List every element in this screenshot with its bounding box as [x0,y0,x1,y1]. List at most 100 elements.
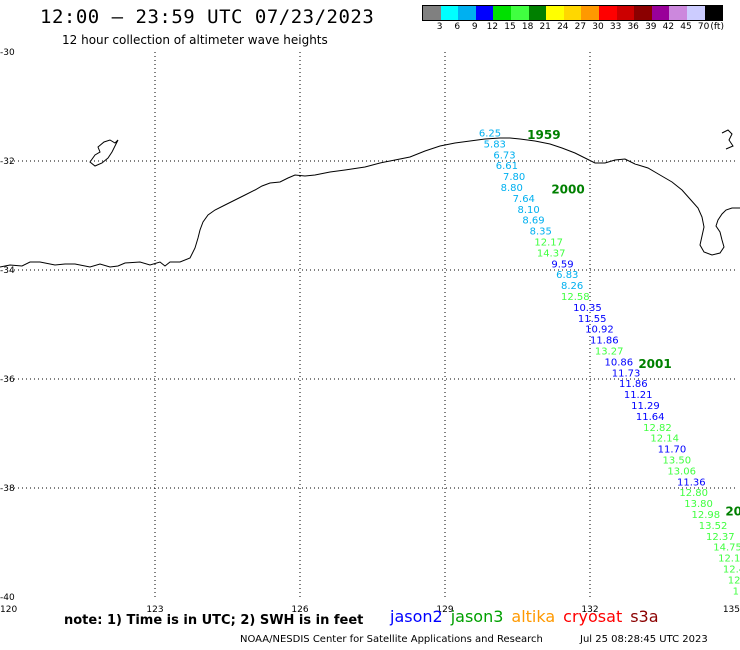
footer-note: note: 1) Time is in UTC; 2) SWH is in fe… [64,613,364,628]
swh-value-label: 8.80 [501,183,523,194]
swh-value-label: 12 [728,575,740,586]
satellite-legend-item: jason2 [390,607,443,626]
swh-value-label: 11.29 [631,401,660,412]
color-scale-label: 42 [662,22,675,32]
color-scale-label: 9 [471,22,478,32]
swh-value-label: 13.52 [699,521,728,532]
lat-lon-grid: 120 123 126 129 132 135-30-32-34-36-38-40 [0,48,740,615]
color-scale-label: 27 [574,22,587,32]
satellite-legend-item: jason3 [450,607,504,626]
map-title: 12:00 – 23:59 UTC 07/23/2023 [40,6,375,28]
lat-tick-label: -38 [0,484,15,494]
swh-value-label: 13.06 [667,466,696,477]
swh-value-label: 12.37 [706,532,735,543]
color-scale-label: 33 [609,22,622,32]
color-scale-label: 18 [521,22,534,32]
color-scale-label: 45 [680,22,692,32]
color-scale-labels: 3 6 9 12 15 18 21 24 27 30 33 36 39 42 45 70 (ft) [422,22,740,34]
swh-value-label: 6.73 [493,150,515,161]
lat-tick-label: -32 [0,157,15,167]
swh-value-label: 14.37 [537,248,566,259]
lon-tick-label: 126 [291,605,308,615]
color-swatch [563,6,582,20]
color-swatch [493,6,511,20]
swh-value-label: 13.50 [663,455,692,466]
swh-value-label: 11.36 [677,477,706,488]
swh-label-group: 6.255.836.736.617.808.807.648.108.698.35… [479,128,740,597]
generated-timestamp: Jul 25 08:28:45 UTC 2023 [580,634,708,645]
satellite-legend-item: s3a [630,607,659,626]
color-scale-label: 70 [697,22,710,32]
swh-value-label: 12.14 [650,434,679,445]
color-swatch [581,6,599,20]
pass-time-label: 2001 [638,357,671,371]
swh-value-label: 12.58 [561,292,590,303]
color-scale-label: 21 [539,22,551,32]
swh-value-label: 1 [733,586,739,597]
swh-value-label: 12.82 [643,423,672,434]
swh-value-label: 5.83 [484,139,506,150]
color-swatch [423,6,441,20]
color-swatch [475,6,494,20]
swh-value-label: 14.75 [713,543,740,554]
coastline [0,137,740,268]
swh-value-label: 10.92 [585,325,614,336]
pass-time-label: 20 [725,504,740,518]
color-scale-label: (ft) [710,22,724,32]
color-scale-label: 6 [454,22,461,32]
swh-value-label: 8.69 [522,216,544,227]
color-swatch [546,6,564,20]
color-swatch [634,6,652,20]
swh-value-label: 8.10 [518,205,540,216]
color-scale-bar [422,5,724,21]
color-swatch [598,6,617,20]
swh-value-label: 11.86 [590,336,619,347]
swh-value-label: 13.80 [684,499,713,510]
color-scale-label: 3 [436,22,443,32]
lon-tick-label: 123 [146,605,163,615]
time-label-group: 1959 2000 2001 20 [527,128,740,518]
swh-value-label: 11.73 [612,368,641,379]
swh-value-label: 6.61 [496,161,518,172]
swh-value-label: 9.59 [551,259,573,270]
satellite-legend-item: altika [511,607,556,626]
color-swatch [704,6,723,20]
lat-tick-label: -40 [0,593,15,603]
swh-value-label: 10.86 [605,357,634,368]
swh-value-label: 6.25 [479,128,501,139]
swh-value-label: 11.70 [658,445,687,456]
lon-tick-label: 129 [436,605,453,615]
color-scale-label: 15 [504,22,516,32]
swh-value-label: 12.98 [692,510,721,521]
color-scale-label: 36 [627,22,639,32]
swh-value-label: 6.83 [556,270,578,281]
satellite-legend-item: cryosat [563,607,623,626]
lat-tick-label: -36 [0,375,15,385]
lat-tick-label: -34 [0,266,15,276]
swh-value-label: 12.12 [718,554,740,565]
lat-tick-label: -30 [0,48,15,58]
credit-text: NOAA/NESDIS Center for Satellite Applica… [240,634,543,645]
color-swatch [510,6,529,20]
lon-tick-label: 135 [723,605,740,615]
color-scale-label: 39 [645,22,657,32]
swh-value-label: 11.21 [624,390,653,401]
swh-value-label: 11.86 [619,379,648,390]
color-swatch [686,6,705,20]
pass-time-label: 2000 [551,183,584,197]
lon-tick-label: 132 [581,605,598,615]
swh-value-label: 7.80 [503,172,525,183]
pass-time-label: 1959 [527,128,560,142]
satellite-legend: jason2 jason3 altika cryosat s3a [390,607,667,626]
swh-value-label: 12.80 [679,488,708,499]
swh-value-label: 10.35 [573,303,602,314]
lon-tick-label: 120 [0,605,17,615]
swh-value-label: 8.26 [561,281,583,292]
color-swatch [651,6,670,20]
color-swatch [528,6,547,20]
swh-value-label: 7.64 [513,194,535,205]
island-outline [89,139,119,167]
swh-value-label: 11.64 [636,412,665,423]
swh-value-label: 11.55 [578,314,607,325]
